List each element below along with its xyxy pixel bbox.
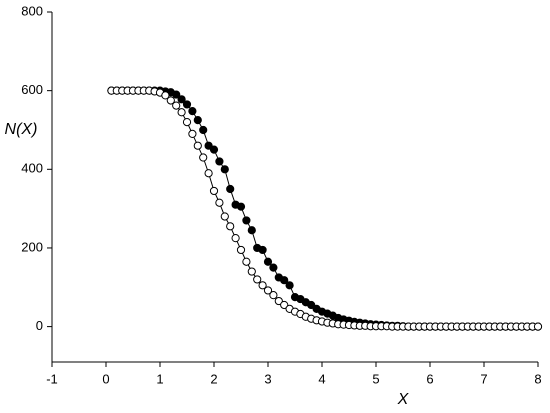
data-point — [166, 96, 175, 105]
data-point — [177, 108, 186, 117]
x-tick-label: 3 — [264, 371, 271, 386]
x-axis-title: X — [397, 391, 410, 408]
data-point — [258, 281, 267, 290]
data-point — [188, 107, 197, 116]
data-point — [226, 222, 235, 231]
x-tick-label: 5 — [372, 371, 379, 386]
data-point — [269, 291, 278, 300]
data-point — [172, 101, 181, 110]
data-point — [253, 275, 262, 284]
y-tick-label: 600 — [21, 82, 43, 97]
data-point — [215, 198, 224, 207]
data-point — [215, 157, 224, 166]
data-point — [247, 226, 256, 235]
data-point — [204, 141, 213, 150]
data-point — [161, 91, 170, 100]
y-tick-label: 800 — [21, 3, 43, 18]
data-point — [193, 141, 202, 150]
data-point — [199, 125, 208, 135]
x-tick-label: 8 — [534, 371, 541, 386]
data-point — [172, 90, 181, 99]
x-tick-label: 4 — [318, 371, 325, 386]
x-tick-label: 1 — [156, 371, 163, 386]
x-tick-label: 7 — [480, 371, 487, 386]
data-point — [226, 184, 235, 194]
data-point — [182, 100, 192, 109]
data-point — [182, 118, 192, 127]
data-point — [220, 212, 229, 221]
x-tick-label: 0 — [102, 371, 109, 386]
data-point — [280, 276, 289, 285]
x-tick-label: 2 — [210, 371, 217, 386]
y-axis-title: N(X) — [5, 121, 38, 138]
y-tick-label: 400 — [21, 161, 43, 176]
data-point — [209, 145, 219, 154]
data-point — [247, 267, 256, 276]
data-point — [274, 296, 283, 306]
data-point — [177, 95, 186, 104]
data-point — [188, 129, 197, 139]
data-point — [280, 300, 289, 310]
data-point — [269, 263, 278, 272]
data-point — [193, 116, 202, 125]
data-point — [220, 165, 229, 174]
data-point — [263, 257, 273, 266]
data-point — [236, 202, 246, 211]
data-point — [285, 281, 294, 290]
data-point — [209, 186, 219, 196]
data-point — [231, 234, 240, 243]
y-tick-label: 0 — [36, 318, 43, 333]
x-tick-label: 6 — [426, 371, 433, 386]
x-tick-label: -1 — [46, 371, 58, 386]
data-point — [236, 245, 246, 255]
data-point — [204, 169, 213, 178]
series-line — [111, 90, 538, 328]
data-point — [242, 216, 251, 225]
data-point — [258, 245, 267, 255]
data-point — [307, 300, 316, 310]
data-point — [533, 322, 543, 331]
data-point — [199, 153, 208, 162]
data-point — [242, 257, 251, 266]
series-line — [111, 90, 538, 328]
y-tick-label: 200 — [21, 239, 43, 254]
data-point — [263, 286, 273, 295]
